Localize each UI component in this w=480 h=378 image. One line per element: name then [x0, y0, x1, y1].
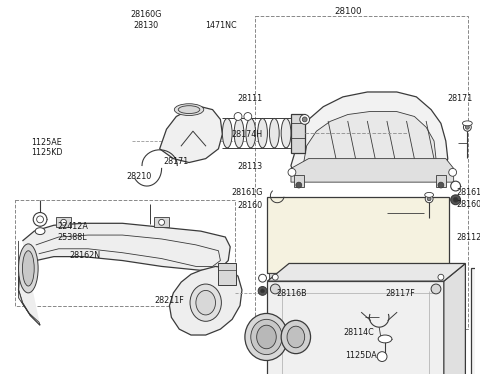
Polygon shape [19, 241, 40, 325]
Ellipse shape [234, 118, 244, 148]
Text: 28112: 28112 [456, 232, 480, 242]
Circle shape [272, 274, 278, 280]
Circle shape [451, 181, 460, 191]
Polygon shape [444, 263, 466, 378]
Circle shape [259, 274, 266, 282]
Bar [154, 217, 169, 227]
Polygon shape [160, 107, 222, 163]
Ellipse shape [257, 325, 276, 349]
Polygon shape [291, 159, 454, 182]
Circle shape [244, 113, 252, 121]
Ellipse shape [245, 313, 288, 361]
Circle shape [449, 169, 456, 176]
Bar [267, 197, 449, 273]
Circle shape [159, 219, 165, 225]
Circle shape [453, 197, 458, 202]
Ellipse shape [23, 251, 34, 286]
Circle shape [60, 219, 67, 225]
Bar [436, 175, 446, 187]
Text: 28100: 28100 [335, 7, 362, 15]
Bar [435, 273, 447, 281]
Circle shape [36, 216, 44, 223]
Polygon shape [304, 112, 436, 174]
Ellipse shape [281, 320, 311, 354]
Ellipse shape [281, 118, 291, 148]
Ellipse shape [222, 118, 232, 148]
Circle shape [258, 287, 267, 295]
Text: 28111: 28111 [238, 94, 263, 103]
Ellipse shape [287, 326, 305, 348]
Text: 28117F: 28117F [385, 289, 415, 298]
Bar [291, 113, 305, 153]
Text: 1125DA: 1125DA [346, 351, 377, 360]
Text: 28116B: 28116B [276, 289, 307, 298]
Polygon shape [291, 92, 448, 180]
Text: 28160: 28160 [456, 200, 480, 209]
Circle shape [377, 352, 387, 361]
Ellipse shape [190, 284, 221, 321]
Ellipse shape [425, 192, 433, 197]
Circle shape [427, 197, 431, 201]
Text: 28171: 28171 [447, 94, 472, 103]
Bar [255, 15, 468, 329]
Ellipse shape [178, 106, 200, 113]
Text: 28161: 28161 [456, 188, 480, 197]
Text: 28113: 28113 [238, 161, 263, 170]
Ellipse shape [269, 118, 279, 148]
Circle shape [451, 195, 460, 204]
Text: 28162N: 28162N [70, 251, 101, 260]
Circle shape [438, 182, 444, 188]
Text: 28211F: 28211F [155, 296, 184, 305]
Polygon shape [19, 223, 230, 325]
Bar [267, 281, 444, 378]
Ellipse shape [258, 118, 267, 148]
Ellipse shape [35, 228, 45, 235]
Ellipse shape [462, 121, 472, 126]
Ellipse shape [19, 244, 38, 293]
Polygon shape [169, 266, 242, 335]
Bar [294, 175, 304, 187]
Circle shape [33, 212, 47, 226]
Circle shape [302, 117, 307, 122]
Bar [218, 263, 236, 285]
Text: 1125AE
1125KD: 1125AE 1125KD [31, 138, 62, 157]
Bar [471, 268, 480, 378]
Ellipse shape [196, 290, 216, 315]
Circle shape [234, 113, 242, 121]
Text: 28114C: 28114C [344, 328, 374, 337]
Polygon shape [267, 263, 466, 281]
Circle shape [464, 123, 471, 131]
Circle shape [300, 115, 310, 124]
Bar [14, 200, 235, 306]
Text: 22412A
25388L: 22412A 25388L [58, 222, 88, 242]
Text: 28171: 28171 [163, 158, 188, 166]
Bar [477, 283, 480, 378]
Circle shape [425, 195, 433, 203]
Circle shape [296, 182, 302, 188]
Circle shape [288, 169, 296, 176]
Text: 28174H: 28174H [231, 130, 263, 139]
Text: 28160G
28130: 28160G 28130 [130, 10, 162, 30]
Circle shape [438, 274, 444, 280]
Text: 1471NC: 1471NC [205, 21, 237, 30]
Circle shape [466, 125, 469, 129]
Bar [269, 273, 281, 281]
Ellipse shape [174, 104, 204, 116]
Circle shape [431, 284, 441, 294]
Bar [56, 217, 72, 227]
Text: 28210: 28210 [126, 172, 152, 181]
Text: 28160: 28160 [238, 201, 263, 210]
Ellipse shape [378, 335, 392, 343]
Ellipse shape [251, 319, 282, 355]
Ellipse shape [246, 118, 256, 148]
Text: 28161G: 28161G [231, 188, 263, 197]
Circle shape [261, 289, 264, 293]
Circle shape [270, 284, 280, 294]
